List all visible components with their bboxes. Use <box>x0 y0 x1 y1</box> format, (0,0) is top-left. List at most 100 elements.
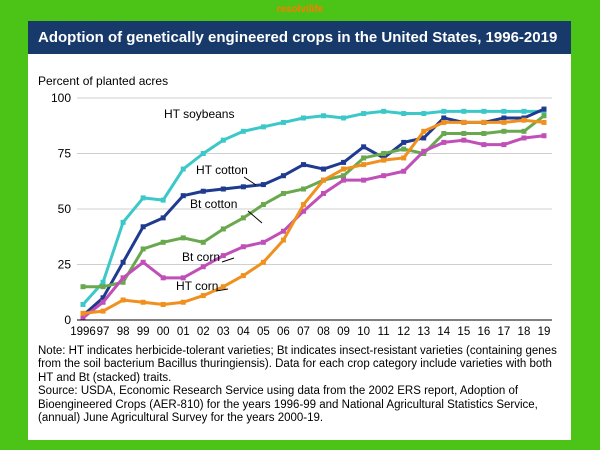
data-point <box>541 133 547 139</box>
x-tick-label: 12 <box>397 326 410 338</box>
data-point <box>180 275 186 281</box>
x-tick-label: 11 <box>378 326 390 338</box>
data-point <box>280 190 286 196</box>
x-tick-label: 02 <box>197 326 210 338</box>
data-point <box>240 244 246 250</box>
data-point <box>541 106 547 112</box>
data-point <box>300 115 306 121</box>
data-point <box>421 148 427 154</box>
data-point <box>260 202 266 208</box>
data-point <box>321 177 327 183</box>
label-leader-line <box>215 288 229 292</box>
data-point <box>401 168 407 174</box>
data-point <box>160 239 166 245</box>
x-tick-label: 14 <box>437 326 450 338</box>
y-tick-labels: 0 25 50 75 100 <box>51 91 71 327</box>
data-point <box>140 299 146 305</box>
data-point <box>200 188 206 194</box>
data-point <box>541 113 547 119</box>
data-point <box>240 184 246 190</box>
data-point <box>80 284 86 290</box>
data-point <box>100 295 106 301</box>
data-point <box>140 246 146 252</box>
label-leader-line <box>247 210 263 224</box>
series-label: Bt cotton <box>190 197 237 211</box>
data-point <box>481 119 487 125</box>
data-point <box>441 139 447 145</box>
data-point <box>180 166 186 172</box>
x-tick-labels: 1996 97 98 99 00 01 02 03 04 05 06 07 08 09 10 11 12 13 14… <box>70 326 550 338</box>
series-ht-corn <box>80 117 547 316</box>
grid-lines <box>77 97 552 265</box>
x-tick-label: 00 <box>157 326 170 338</box>
data-point <box>481 142 487 148</box>
data-point <box>300 186 306 192</box>
x-tick-label: 19 <box>538 326 551 338</box>
data-point <box>200 264 206 270</box>
data-point <box>481 108 487 114</box>
data-point <box>180 299 186 305</box>
data-point <box>341 173 347 179</box>
source-text: Source: USDA, Economic Research Service … <box>38 385 538 425</box>
data-point <box>80 301 86 307</box>
data-point <box>441 119 447 125</box>
series-line <box>82 134 545 319</box>
data-point <box>501 142 507 148</box>
data-point <box>240 215 246 221</box>
data-point <box>501 119 507 125</box>
data-point <box>321 166 327 172</box>
y-tick-label: 75 <box>58 147 72 161</box>
data-point <box>280 237 286 243</box>
series-ht-cotton <box>80 106 547 319</box>
x-tick-label: 18 <box>518 326 531 338</box>
data-point <box>200 151 206 156</box>
x-tick-label: 16 <box>477 326 490 338</box>
series-bt-cotton <box>80 113 547 290</box>
line-chart: Percent of planted acres 0 25 50 75 100 1996… <box>38 74 552 338</box>
series-annotations: HT soybeans HT cotton Bt cotton Bt corn HT c… <box>164 107 263 293</box>
data-point <box>140 195 146 201</box>
data-point <box>120 279 126 285</box>
data-point <box>160 215 166 221</box>
data-point <box>260 239 266 245</box>
data-point <box>300 208 306 214</box>
data-point <box>501 115 507 121</box>
data-point <box>341 115 347 121</box>
data-point <box>280 119 286 125</box>
x-tick-label: 09 <box>337 326 350 338</box>
data-point <box>280 228 286 234</box>
data-point <box>260 259 266 265</box>
x-tick-label: 17 <box>498 326 511 338</box>
data-point <box>220 226 226 232</box>
y-tick-label: 100 <box>51 91 71 105</box>
brand-logo-text: resolvilife <box>276 4 324 15</box>
data-point <box>381 151 387 156</box>
data-point <box>381 108 387 114</box>
x-tick-label: 13 <box>417 326 430 338</box>
series-lines <box>80 106 547 321</box>
data-point <box>180 235 186 241</box>
data-point <box>280 173 286 179</box>
data-point <box>361 144 367 150</box>
label-leader-line <box>221 257 235 263</box>
data-point <box>461 119 467 125</box>
data-point <box>381 157 387 163</box>
data-point <box>80 310 86 316</box>
data-point <box>200 293 206 299</box>
series-bt-corn <box>80 133 547 321</box>
data-point <box>501 128 507 134</box>
y-tick-label: 25 <box>58 258 72 272</box>
data-point <box>521 128 527 134</box>
data-point <box>441 115 447 121</box>
data-point <box>300 162 306 168</box>
data-point <box>341 177 347 183</box>
data-point <box>521 135 527 141</box>
data-point <box>80 315 86 321</box>
data-point <box>120 219 126 225</box>
data-point <box>521 117 527 123</box>
data-point <box>421 111 427 117</box>
data-point <box>481 131 487 137</box>
series-line <box>82 118 545 315</box>
x-tick-label: 03 <box>217 326 230 338</box>
data-point <box>240 128 246 134</box>
